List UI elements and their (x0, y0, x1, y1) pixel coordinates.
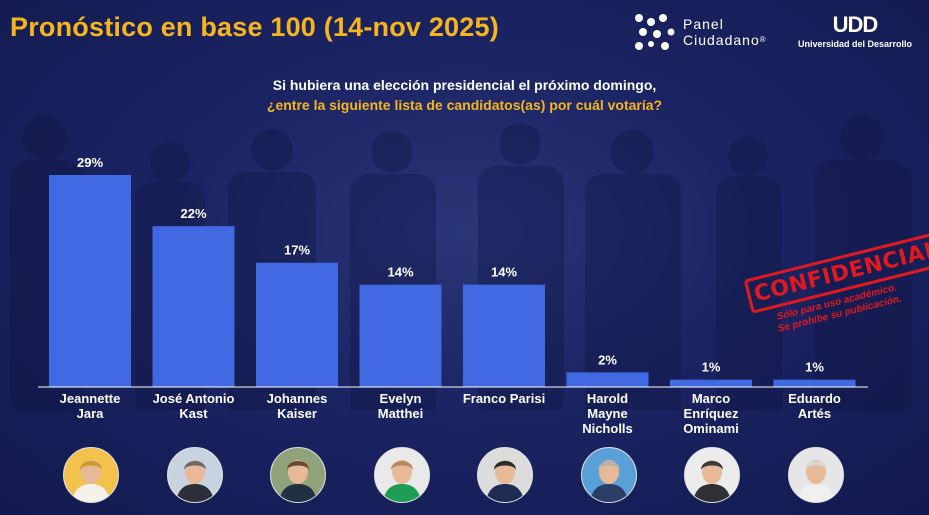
avatar-jose-antonio-kast (166, 447, 223, 503)
category-label-5-1: Mayne (587, 406, 627, 421)
question-line1: Si hubiera una elección presidencial el … (272, 77, 657, 93)
data-label-1: 22% (180, 206, 206, 221)
avatar-marco-enriquez-ominami (684, 447, 740, 503)
portrait-icon (478, 448, 532, 502)
data-label-0: 29% (77, 155, 103, 170)
category-label-1-1: Kast (179, 406, 208, 421)
data-label-4: 14% (491, 265, 517, 280)
category-label-6-0: Marco (692, 391, 730, 406)
category-label-6-2: Ominami (683, 421, 739, 436)
avatar-johannes-kaiser (270, 447, 326, 503)
avatar-harold-mayne-nicholls (580, 447, 637, 503)
avatar-evelyn-matthei (373, 447, 430, 503)
avatar-jeannette-jara (63, 447, 119, 503)
panel-brand-line1: Panel (683, 16, 724, 32)
question-line2: ¿entre la siguiente lista de candidatos(… (266, 97, 663, 113)
category-label-0-0: Jeannette (60, 391, 121, 406)
category-label-2-0: Johannes (267, 391, 328, 406)
portrait-icon (271, 448, 325, 502)
bar-3 (359, 284, 442, 387)
portrait-icon (167, 448, 222, 502)
category-label-0-1: Jara (77, 406, 105, 421)
category-label-1-0: José Antonio (153, 391, 235, 406)
bar-6 (670, 379, 752, 387)
panel-dots-icon (635, 14, 675, 50)
data-label-5: 2% (598, 352, 617, 367)
portrait-icon (581, 448, 636, 502)
bar-0 (49, 175, 131, 387)
panel-ciudadano-logo: Panel Ciudadano® (633, 12, 767, 52)
udd-name: Universidad del Desarrollo (797, 39, 913, 49)
category-label-7-1: Artés (798, 406, 831, 421)
avatar-franco-parisi (477, 447, 533, 503)
bar-1 (152, 226, 235, 387)
portrait-icon (374, 448, 429, 502)
category-label-7-0: Eduardo (788, 391, 841, 406)
category-label-5-0: Harold (587, 391, 628, 406)
registered-mark: ® (759, 35, 767, 44)
bar-4 (463, 284, 545, 387)
bar-5 (566, 372, 649, 387)
bar-2 (256, 262, 338, 387)
data-label-3: 14% (387, 265, 413, 280)
page-title: Pronóstico en base 100 (14-nov 2025) (10, 12, 499, 42)
data-label-7: 1% (805, 360, 824, 375)
category-label-2-1: Kaiser (277, 406, 317, 421)
panel-brand-text: Panel Ciudadano® (683, 16, 767, 48)
portrait-icon (64, 448, 118, 502)
survey-question: Si hubiera una elección presidencial el … (0, 75, 929, 115)
category-label-3-1: Matthei (378, 406, 424, 421)
portrait-icon (685, 448, 739, 502)
portrait-icon (788, 448, 843, 502)
data-label-2: 17% (284, 243, 310, 258)
category-label-3-0: Evelyn (380, 391, 422, 406)
bar-7 (773, 379, 856, 387)
category-label-5-2: Nicholls (582, 421, 633, 436)
data-label-6: 1% (702, 360, 721, 375)
panel-brand-line2: Ciudadano (683, 32, 760, 48)
avatar-eduardo-artes (787, 447, 844, 503)
udd-mark: UDD (832, 12, 879, 37)
category-label-6-1: Enríquez (684, 406, 739, 421)
udd-logo: UDD Universidad del Desarrollo (795, 12, 915, 50)
category-label-4-0: Franco Parisi (463, 391, 545, 406)
